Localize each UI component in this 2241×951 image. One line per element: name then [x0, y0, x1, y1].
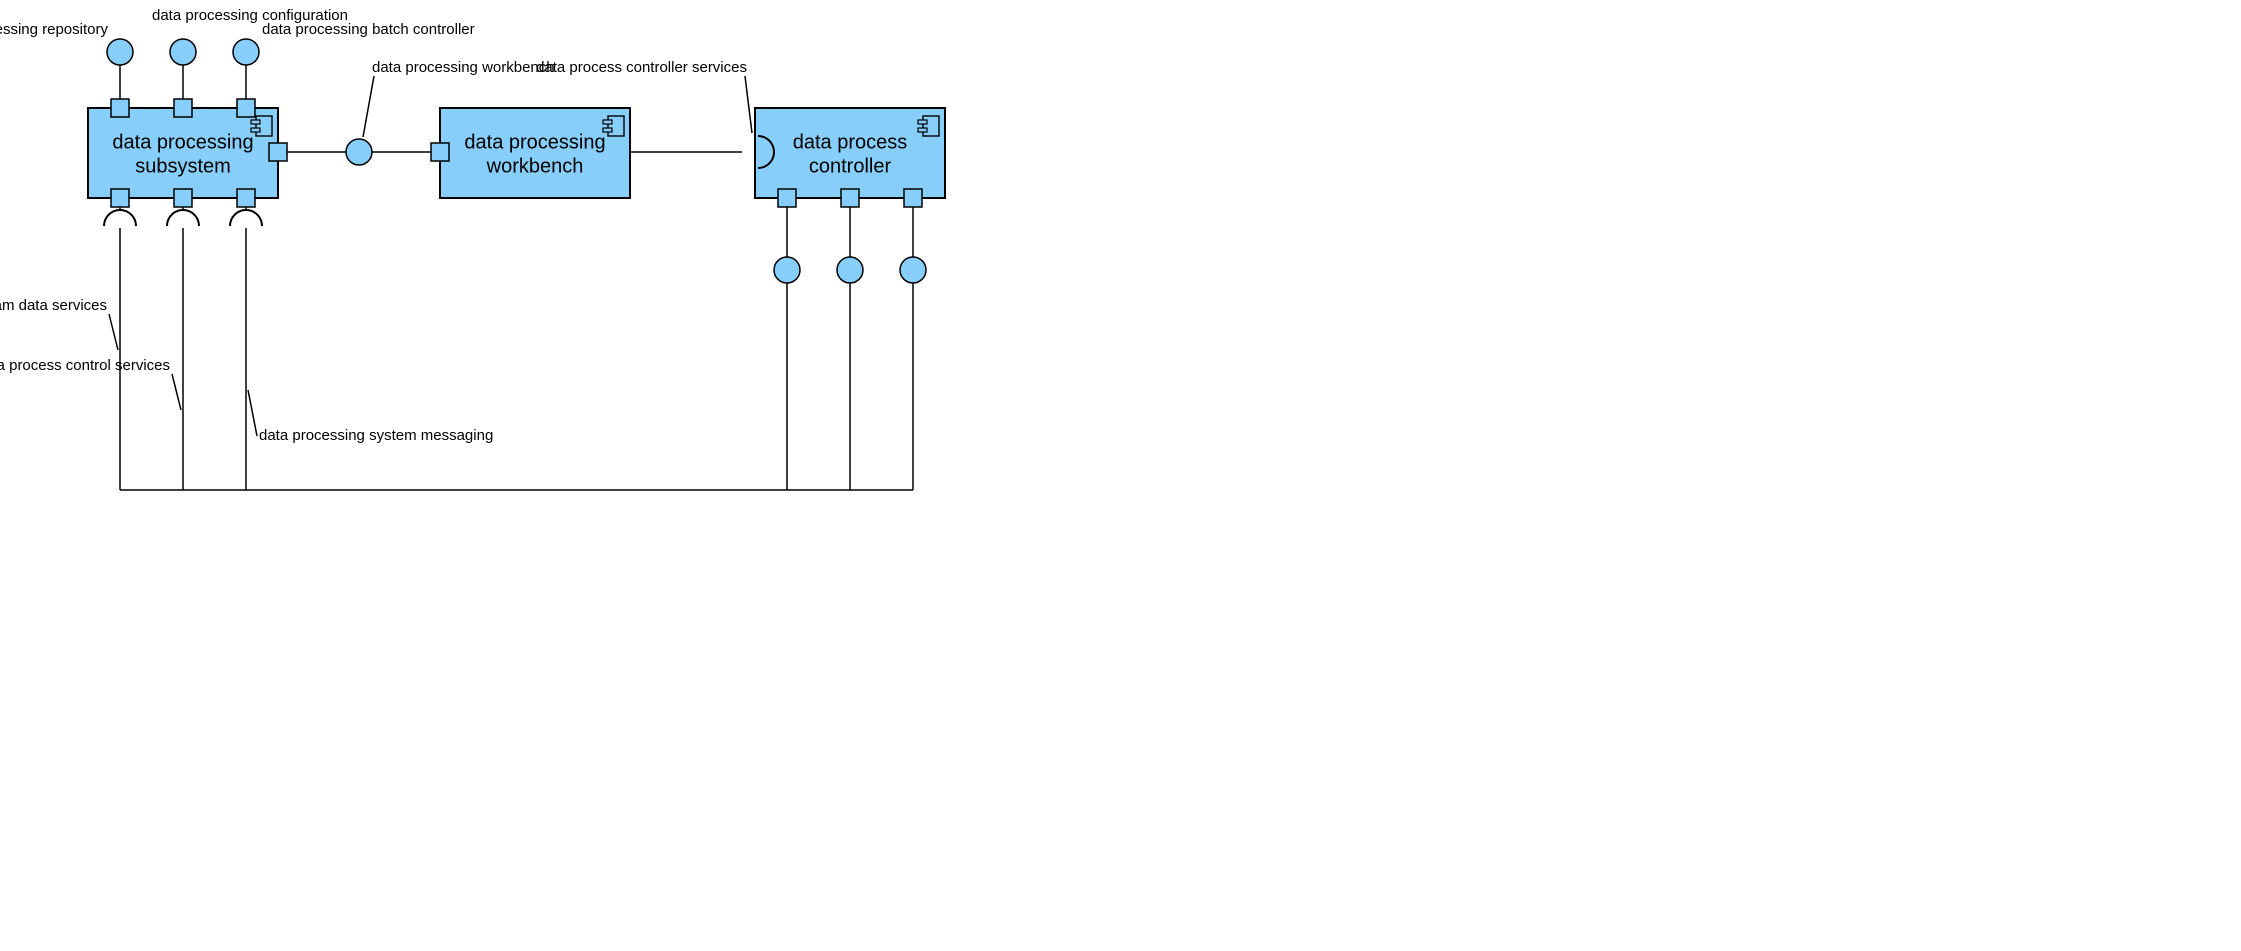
component-workbench: data processing workbench	[440, 108, 630, 198]
label-process-control: data process control services	[0, 357, 170, 374]
port	[778, 189, 796, 207]
provided-interface-icon	[346, 139, 372, 165]
component-subsystem-label-1: data processing	[112, 131, 253, 153]
provided-interface-icon	[107, 39, 133, 65]
port	[431, 143, 449, 161]
component-workbench-label-1: data processing	[464, 131, 605, 153]
provided-interface-icon	[170, 39, 196, 65]
port	[269, 143, 287, 161]
component-controller-label-1: data process	[793, 131, 908, 153]
port	[904, 189, 922, 207]
port	[841, 189, 859, 207]
component-controller: data process controller	[755, 108, 945, 198]
provided-interface-icon	[774, 257, 800, 283]
component-workbench-label-2: workbench	[486, 155, 584, 177]
port	[111, 189, 129, 207]
component-subsystem-label-2: subsystem	[135, 155, 231, 177]
port	[111, 99, 129, 117]
component-diagram: data processing subsystem data processin…	[0, 0, 1494, 634]
provided-interface-icon	[233, 39, 259, 65]
label-workbench-iface: data processing workbench	[372, 59, 555, 76]
label-messaging: data processing system messaging	[259, 427, 493, 444]
provided-interface-icon	[900, 257, 926, 283]
label-batch-controller: data processing batch controller	[262, 21, 475, 38]
component-controller-label-2: controller	[809, 155, 892, 177]
component-subsystem: data processing subsystem	[88, 108, 278, 198]
port	[237, 189, 255, 207]
port	[174, 99, 192, 117]
label-repository: data processing repository	[0, 21, 108, 38]
port	[237, 99, 255, 117]
label-controller-required: data process controller services	[536, 59, 747, 76]
label-upstream-services: upstream data services	[0, 297, 107, 314]
port	[174, 189, 192, 207]
provided-interface-icon	[837, 257, 863, 283]
